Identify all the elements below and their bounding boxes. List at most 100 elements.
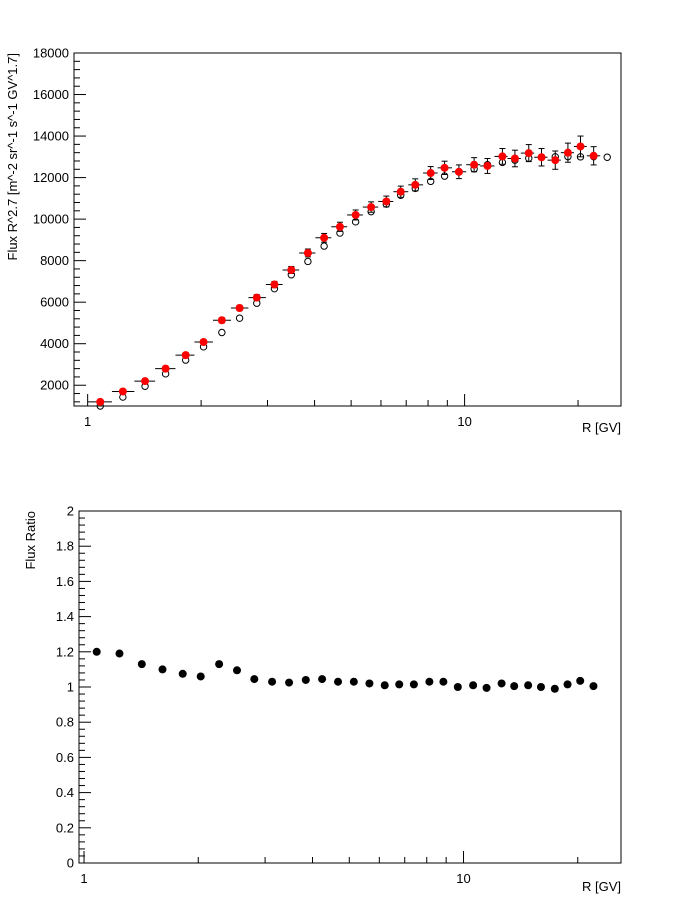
flux-filled-marker [510,154,519,163]
flux-open-marker [304,257,312,266]
flux-filled-marker [426,169,435,178]
ratio-x-tick-label: 1 [80,871,87,886]
flux-y-tick-label: 18000 [33,46,69,61]
flux-filled-marker [303,248,312,257]
flux-open-marker [235,314,244,322]
ratio-filled-marker [589,682,598,691]
ratio-filled-marker [425,677,434,686]
ratio-filled-marker [395,680,404,689]
ratio-y-tick-label: 1.8 [56,539,74,554]
flux-filled-marker [454,167,463,176]
ratio-y-tick-label: 0 [67,856,74,871]
flux-filled-marker [199,338,208,347]
ratio-y-axis-title: Flux Ratio [23,511,38,570]
flux-filled-marker [524,149,533,158]
flux-filled-marker [118,387,127,396]
ratio-filled-marker [301,675,310,684]
ratio-filled-marker [196,672,205,681]
flux-y-tick-label: 8000 [40,253,69,268]
ratio-filled-marker [92,647,101,656]
ratio-x-axis-title: R [GV] [582,879,621,894]
ratio-filled-marker [115,649,124,658]
ratio-filled-marker [524,681,533,690]
flux-filled-marker [440,163,449,172]
flux-x-axis-title: R [GV] [582,420,621,435]
flux-filled-marker [483,161,492,170]
flux-filled-marker [270,280,279,289]
ratio-y-tick-label: 0.4 [56,785,74,800]
flux-chart-frame [73,52,622,407]
flux-y-axis-title: Flux R^2.7 [m^-2 sr^-1 s^-1 GV^1.7] [5,53,20,261]
flux-filled-marker [161,364,170,373]
ratio-filled-marker [482,683,491,692]
ratio-filled-marker [233,666,242,675]
flux-filled-marker [320,233,329,242]
ratio-filled-marker [318,675,327,684]
flux-open-marker [603,153,611,161]
ratio-y-tick-label: 0.2 [56,820,74,835]
ratio-filled-marker [576,676,585,685]
ratio-filled-marker [349,677,358,686]
ratio-filled-marker [268,677,277,686]
flux-filled-marker [537,153,546,162]
ratio-y-tick-label: 0.6 [56,750,74,765]
ratio-y-tick-label: 0.8 [56,715,74,730]
ratio-filled-marker [365,679,374,688]
ratio-filled-marker [285,678,294,687]
ratio-y-tick-label: 1.4 [56,609,74,624]
flux-y-tick-label: 12000 [33,170,69,185]
flux-filled-marker [470,160,479,169]
flux-y-tick-label: 2000 [40,378,69,393]
ratio-chart-ticks: 0 0.2 0.4 0.6 0.8 1 1.2 1.4 1.6 1.8 2 1 10 [56,504,579,886]
flux-filled-marker [563,148,572,157]
flux-filled-marker [235,303,244,312]
flux-y-tick-label: 16000 [33,87,69,102]
ratio-y-tick-label: 1.2 [56,644,74,659]
ratio-chart-marks [92,647,598,693]
flux-x-tick-label: 1 [84,414,91,429]
flux-filled-marker [367,203,376,212]
ratio-filled-marker [439,677,448,686]
ratio-filled-marker [409,680,418,689]
flux-chart-marks [87,135,611,410]
flux-y-tick-label: 10000 [33,212,69,227]
flux-open-marker [218,328,226,337]
ratio-x-tick-label: 10 [456,871,470,886]
ratio-filled-marker [380,681,389,690]
flux-filled-marker [217,316,226,325]
ratio-filled-marker [137,660,146,669]
flux-filled-marker [351,210,360,219]
ratio-y-tick-label: 1.6 [56,574,74,589]
flux-filled-marker [287,265,296,274]
ratio-filled-marker [158,665,167,674]
ratio-filled-marker [178,669,187,678]
ratio-filled-marker [334,677,343,686]
ratio-filled-marker [510,682,519,691]
flux-filled-marker [498,152,507,161]
flux-filled-marker [411,180,420,189]
ratio-filled-marker [250,675,259,684]
ratio-y-tick-label: 1 [67,680,74,695]
flux-y-tick-label: 4000 [40,336,69,351]
flux-filled-marker [96,397,105,406]
flux-filled-marker [551,156,560,165]
flux-filled-marker [181,351,190,360]
flux-y-tick-label: 14000 [33,129,69,144]
ratio-filled-marker [497,679,506,688]
flux-filled-marker [382,197,391,206]
flux-filled-marker [141,377,150,386]
ratio-filled-marker [215,660,224,669]
flux-open-marker [320,242,328,250]
flux-filled-marker [396,187,405,196]
ratio-filled-marker [453,683,462,691]
flux-filled-marker [335,222,344,231]
flux-x-tick-label: 10 [457,414,471,429]
ratio-filled-marker [550,684,559,693]
ratio-filled-marker [563,680,572,689]
flux-chart: 2000 4000 6000 8000 10000 12000 14000 16000 1800… [5,46,622,435]
ratio-y-tick-label: 2 [67,504,74,519]
ratio-filled-marker [536,683,545,691]
flux-chart-ticks: 2000 4000 6000 8000 10000 12000 14000 16000 1800… [33,46,579,429]
